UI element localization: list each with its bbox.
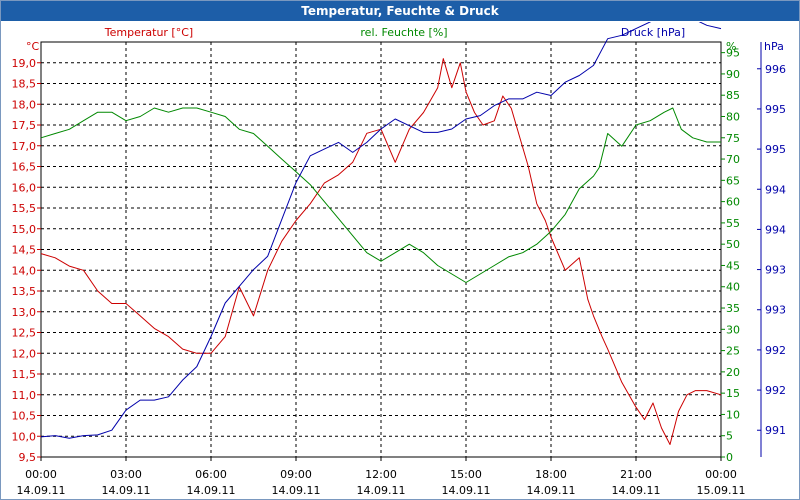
grid [41, 42, 721, 458]
temperature-tick-label: 13,5 [12, 285, 37, 298]
humidity-tick-label: 90 [726, 68, 740, 81]
humidity-tick-label: 25 [726, 345, 740, 358]
temperature-tick-label: 9,5 [19, 451, 37, 464]
humidity-tick-label: 55 [726, 217, 740, 230]
pressure-tick-label: 994 [765, 223, 786, 236]
date-tick-label: 14.09.11 [102, 484, 151, 497]
humidity-tick-label: 80 [726, 110, 740, 123]
date-tick-label: 14.09.11 [527, 484, 576, 497]
date-tick-label: 14.09.11 [272, 484, 321, 497]
humidity-tick-label: 30 [726, 323, 740, 336]
humidity-tick-label: 70 [726, 153, 740, 166]
humidity-tick-label: 35 [726, 302, 740, 315]
temperature-tick-label: 18,0 [12, 98, 37, 111]
date-tick-label: 14.09.11 [357, 484, 406, 497]
humidity-tick-label: 40 [726, 281, 740, 294]
window-title: Temperatur, Feuchte & Druck [1, 1, 799, 21]
pressure-tick-label: 995 [765, 103, 786, 116]
humidity-tick-label: 10 [726, 408, 740, 421]
temperature-tick-label: 17,0 [12, 140, 37, 153]
pressure-tick-label: 993 [765, 264, 786, 277]
pressure-tick-label: 991 [765, 424, 786, 437]
pressure-tick-label: 995 [765, 143, 786, 156]
humidity-tick-label: 60 [726, 196, 740, 209]
pressure-tick-label: 992 [765, 384, 786, 397]
temperature-tick-label: 12,5 [12, 327, 37, 340]
pressure-tick-label: 993 [765, 304, 786, 317]
time-tick-label: 00:00 [25, 468, 57, 481]
date-tick-label: 14.09.11 [17, 484, 66, 497]
series-line-pressure [40, 22, 722, 439]
date-tick-label: 14.09.11 [187, 484, 236, 497]
time-tick-label: 03:00 [110, 468, 142, 481]
date-tick-label: 14.09.11 [612, 484, 661, 497]
humidity-axis: 0 5 10 15 20 25 30 35 40 45 50 55 60 65 70 75 80 85 90 95 [721, 47, 740, 464]
humidity-axis-title: rel. Feuchte [%] [360, 26, 447, 39]
temperature-unit-label: °C [26, 40, 40, 53]
time-tick-label: 18:00 [535, 468, 567, 481]
humidity-tick-label: 0 [726, 451, 733, 464]
temperature-tick-label: 16,0 [12, 181, 37, 194]
humidity-tick-label: 65 [726, 174, 740, 187]
temperature-tick-label: 11,0 [12, 389, 37, 402]
temperature-tick-label: 14,0 [12, 264, 37, 277]
pressure-axis: 991 992 992 993 993 994 994 995 995 996 [757, 42, 786, 457]
humidity-tick-label: 50 [726, 238, 740, 251]
time-axis: 00:00 14.09.11 03:00 14.09.11 06:00 14.09.11 0… [17, 457, 746, 497]
humidity-tick-label: 95 [726, 47, 740, 60]
humidity-tick-label: 20 [726, 366, 740, 379]
temperature-tick-label: 10,5 [12, 410, 37, 423]
temperature-tick-label: 11,5 [12, 368, 37, 381]
date-tick-label: 14.09.11 [442, 484, 491, 497]
date-tick-label: 15.09.11 [697, 484, 746, 497]
pressure-unit-label: hPa [764, 40, 784, 53]
humidity-tick-label: 15 [726, 387, 740, 400]
temperature-tick-label: 13,0 [12, 306, 37, 319]
time-tick-label: 12:00 [365, 468, 397, 481]
humidity-tick-label: 5 [726, 430, 733, 443]
series-group [40, 22, 722, 445]
humidity-tick-label: 45 [726, 259, 740, 272]
temperature-tick-label: 17,5 [12, 119, 37, 132]
chart: 9,5 10,0 10,5 11,0 11,5 12,0 12,5 13,0 13,5 14,0 1… [12, 22, 786, 497]
humidity-tick-label: 85 [726, 89, 740, 102]
humidity-unit-label: % [726, 40, 736, 53]
pressure-tick-label: 996 [765, 63, 786, 76]
pressure-tick-label: 994 [765, 183, 786, 196]
time-tick-label: 09:00 [280, 468, 312, 481]
temperature-tick-label: 10,0 [12, 430, 37, 443]
temperature-tick-label: 12,0 [12, 347, 37, 360]
time-tick-label: 15:00 [450, 468, 482, 481]
time-tick-label: 06:00 [195, 468, 227, 481]
temperature-tick-label: 19,0 [12, 57, 37, 70]
series-line-humidity [40, 107, 721, 283]
pressure-axis-title: Druck [hPa] [621, 26, 685, 39]
temperature-axis-title: Temperatur [°C] [104, 26, 193, 39]
temperature-tick-label: 16,5 [12, 161, 37, 174]
temperature-tick-label: 15,5 [12, 202, 37, 215]
temperature-tick-label: 18,5 [12, 78, 37, 91]
series-line-temperature [40, 58, 722, 445]
temperature-tick-label: 14,5 [12, 244, 37, 257]
temperature-tick-label: 15,0 [12, 223, 37, 236]
humidity-tick-label: 75 [726, 132, 740, 145]
pressure-tick-label: 992 [765, 344, 786, 357]
time-tick-label: 00:00 [705, 468, 737, 481]
temperature-axis: 9,5 10,0 10,5 11,0 11,5 12,0 12,5 13,0 13,5 14,0 1… [12, 57, 41, 464]
time-tick-label: 21:00 [620, 468, 652, 481]
